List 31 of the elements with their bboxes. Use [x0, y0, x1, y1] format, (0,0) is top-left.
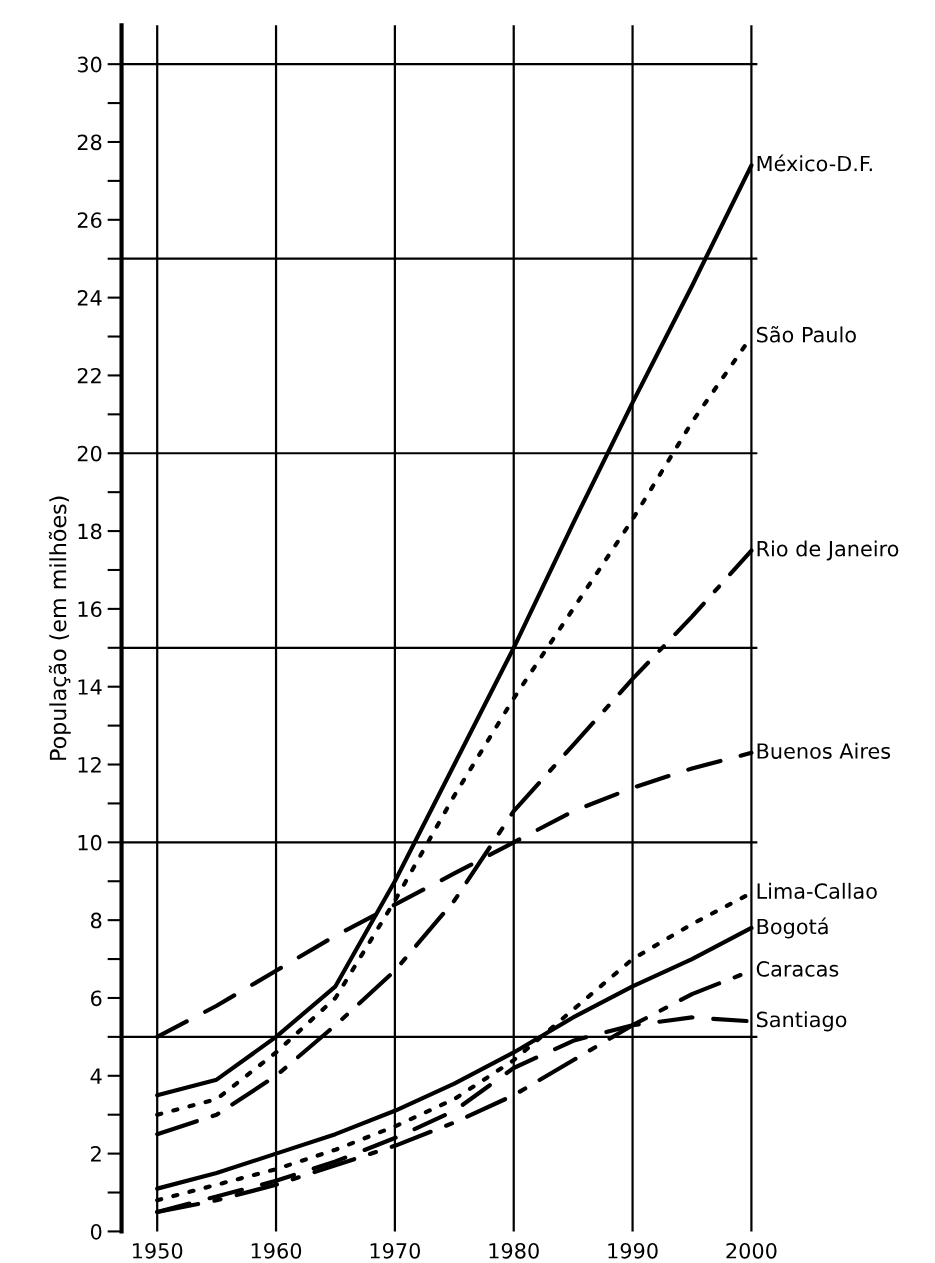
- series-label: Buenos Aires: [757, 742, 891, 759]
- y-tick-label: 22: [77, 367, 101, 384]
- series-label: São Paulo: [756, 326, 856, 343]
- series-label: Bogotá: [757, 917, 828, 939]
- y-tick-label: 12: [78, 756, 101, 773]
- x-tick-label: 1990: [608, 1242, 658, 1259]
- y-tick-label: 4: [90, 1068, 102, 1084]
- y-tick-label: 24: [77, 290, 102, 306]
- y-tick-label: 2: [91, 1146, 101, 1162]
- y-tick-label: 16: [78, 601, 102, 618]
- series-label: Rio de Janeiro: [757, 540, 899, 561]
- y-tick-label: 10: [78, 834, 102, 851]
- series-label: México-D.F.: [757, 154, 872, 172]
- y-tick-label: 30: [77, 56, 102, 73]
- series-label: Caracas: [756, 961, 839, 977]
- y-tick-label: 0: [90, 1223, 102, 1240]
- x-tick-label: 1960: [251, 1242, 302, 1259]
- series-label: Lima-Callao: [757, 882, 877, 899]
- y-tick-label: 20: [77, 445, 102, 462]
- x-tick-label: 1970: [370, 1242, 421, 1259]
- y-axis-title: População (em milhões): [48, 496, 71, 760]
- x-tick-label: 1950: [132, 1242, 183, 1259]
- y-tick-label: 28: [77, 134, 102, 151]
- y-tick-label: 14: [78, 679, 102, 695]
- x-tick-label: 2000: [726, 1242, 777, 1259]
- x-tick-label: 1980: [489, 1242, 539, 1259]
- y-tick-label: 8: [90, 912, 102, 929]
- y-tick-label: 26: [77, 212, 102, 229]
- y-tick-label: 18: [78, 523, 102, 540]
- series-label: Santiago: [756, 1011, 847, 1032]
- y-tick-label: 6: [91, 990, 102, 1007]
